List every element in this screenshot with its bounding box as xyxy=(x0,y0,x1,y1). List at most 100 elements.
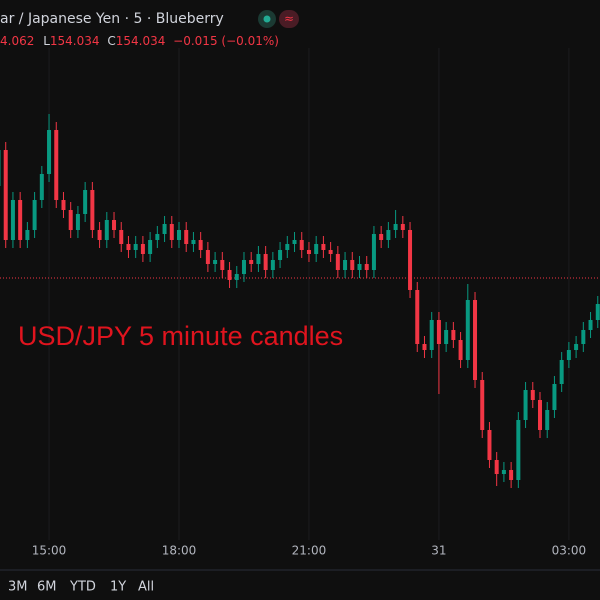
alert-icon: ≈ xyxy=(284,12,294,26)
candle-body xyxy=(241,260,246,274)
range-button[interactable]: 3M xyxy=(8,580,28,595)
candle-body xyxy=(205,250,210,264)
change-value: −0.015 (−0.01%) xyxy=(173,34,279,48)
candle-body xyxy=(162,224,167,234)
candle-body xyxy=(494,460,499,474)
candle-body xyxy=(234,274,239,280)
low-value: 154.034 xyxy=(50,34,100,48)
candle-body xyxy=(566,350,571,360)
candle-body xyxy=(75,214,80,230)
candle-body xyxy=(278,250,283,260)
candle-body xyxy=(501,470,506,474)
candle-body xyxy=(574,344,579,350)
candle-body xyxy=(321,244,326,250)
annotation: USD/JPY 5 minute candles xyxy=(18,321,343,351)
candle-body xyxy=(54,130,59,200)
candle-body xyxy=(335,254,340,270)
x-tick-label: 21:00 xyxy=(292,544,327,558)
candle-body xyxy=(140,244,145,254)
candle-body xyxy=(184,230,189,244)
range-button[interactable]: 6M xyxy=(37,580,57,595)
candle-body xyxy=(545,410,550,430)
candle-body xyxy=(299,240,304,250)
candle-body xyxy=(10,200,15,240)
candle-body xyxy=(68,210,73,230)
x-tick-label: 18:00 xyxy=(162,544,197,558)
candle-body xyxy=(364,264,369,270)
candle-body xyxy=(292,240,297,244)
candle-body xyxy=(530,390,535,400)
candle-body xyxy=(220,260,225,270)
candle-body xyxy=(415,290,420,344)
candle-body xyxy=(213,260,218,264)
plot-area xyxy=(0,48,600,540)
candle-body xyxy=(328,250,333,254)
candle-body xyxy=(588,320,593,330)
candle-body xyxy=(350,260,355,270)
candle-body xyxy=(25,230,30,240)
status-dot xyxy=(263,15,271,23)
candle-body xyxy=(83,190,88,214)
candle-body xyxy=(314,244,319,254)
candle-body xyxy=(480,380,485,430)
candle-body xyxy=(285,244,290,250)
close-label: C xyxy=(107,34,115,48)
x-tick-label: 15:00 xyxy=(32,544,67,558)
candle-body xyxy=(90,190,95,230)
candle-body xyxy=(559,360,564,384)
candle-body xyxy=(119,230,124,244)
candle-body xyxy=(169,224,174,240)
candle-body xyxy=(18,200,23,240)
candle-body xyxy=(0,150,1,186)
candle-body xyxy=(393,224,398,230)
candle-body xyxy=(422,344,427,350)
candle-body xyxy=(509,470,514,480)
alert-badge xyxy=(279,10,299,28)
candle-body xyxy=(451,330,456,340)
candle-body xyxy=(270,260,275,270)
range-button[interactable]: 1Y xyxy=(110,580,126,595)
close-value: 154.034 xyxy=(116,34,166,48)
ohlc-line: 4.062 L154.034 C154.034 −0.015 (−0.01%) xyxy=(0,34,279,48)
candle-body xyxy=(177,230,181,240)
candle-body xyxy=(408,230,413,290)
candle-body xyxy=(429,320,434,350)
candle-body xyxy=(155,234,160,240)
candle-body xyxy=(263,254,268,270)
candle-body xyxy=(249,260,254,264)
low-label: L xyxy=(43,34,50,48)
candle-body xyxy=(39,174,44,200)
candle-body xyxy=(379,234,384,240)
candle-body xyxy=(444,330,449,344)
candle-body xyxy=(47,130,52,174)
range-toolbar: 3M 6M YTD 1Y All xyxy=(8,580,154,595)
candle-body xyxy=(61,200,66,210)
candle-body xyxy=(126,244,131,250)
candle-body xyxy=(436,320,441,344)
x-tick-label: 03:00 xyxy=(552,544,587,558)
candle-body xyxy=(104,220,109,240)
candle-body xyxy=(386,230,391,240)
candle-body xyxy=(198,240,203,250)
candle-body xyxy=(97,230,102,240)
candle-body xyxy=(552,384,557,410)
candle-body xyxy=(595,304,600,320)
candle-body xyxy=(32,200,37,230)
candle-body xyxy=(306,250,311,254)
open-value: 4.062 xyxy=(0,34,34,48)
candle-body xyxy=(357,264,362,270)
x-tick-label: 31 xyxy=(431,544,446,558)
candle-body xyxy=(112,220,117,230)
candle-body xyxy=(148,240,153,254)
candle-body xyxy=(133,244,138,250)
candle-body xyxy=(227,270,232,280)
candle-body xyxy=(371,234,376,270)
candle-body xyxy=(458,340,463,360)
candle-body xyxy=(487,430,492,460)
candle-body xyxy=(400,224,405,230)
candle-body xyxy=(473,300,478,380)
range-button[interactable]: All xyxy=(138,580,154,595)
range-button[interactable]: YTD xyxy=(69,580,96,595)
